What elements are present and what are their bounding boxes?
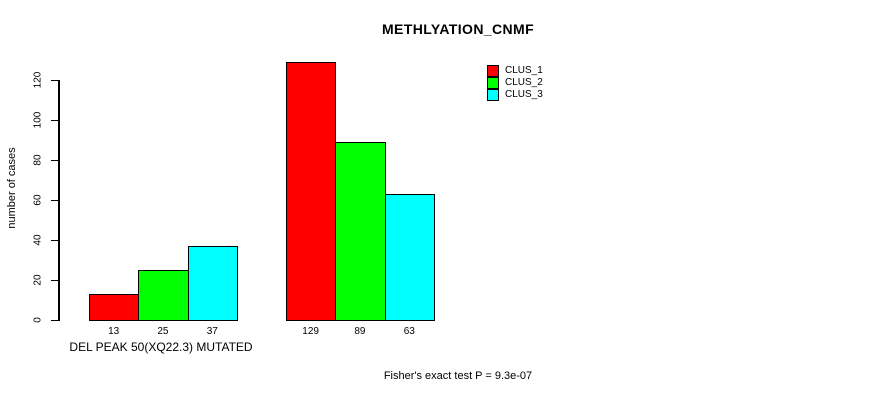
legend-label: CLUS_1 — [505, 65, 543, 76]
bar-value-label: 25 — [157, 326, 169, 337]
y-tick — [51, 279, 58, 281]
legend-swatch-icon — [487, 65, 499, 77]
legend: CLUS_1 CLUS_2 CLUS_3 — [487, 65, 543, 101]
y-tick-label: 20 — [32, 274, 44, 286]
bar-value-label: 89 — [354, 326, 366, 337]
y-tick-label: 80 — [32, 154, 44, 166]
legend-item-clus_1: CLUS_1 — [487, 65, 543, 77]
bar-clus_3-group2 — [384, 194, 435, 321]
bar-value-label: 63 — [403, 326, 415, 337]
bar-clus_3-group1 — [187, 246, 238, 321]
y-tick-label: 100 — [32, 111, 44, 129]
bar-clus_1-group1 — [89, 294, 140, 321]
y-axis-label: number of cases — [6, 147, 18, 229]
legend-label: CLUS_2 — [505, 77, 543, 88]
bar-clus_2-group2 — [335, 142, 386, 321]
y-tick — [51, 119, 58, 121]
y-tick — [51, 319, 58, 321]
legend-item-clus_3: CLUS_3 — [487, 89, 543, 101]
legend-swatch-icon — [487, 89, 499, 101]
y-axis-line — [58, 80, 60, 321]
y-tick-label: 60 — [32, 194, 44, 206]
legend-item-clus_2: CLUS_2 — [487, 77, 543, 89]
y-tick-label: 120 — [32, 71, 44, 89]
legend-label: CLUS_3 — [505, 89, 543, 100]
x-axis-category-label: DEL PEAK 50(XQ22.3) MUTATED — [69, 340, 253, 354]
bar-clus_1-group2 — [286, 62, 337, 321]
bar-value-label: 37 — [206, 326, 218, 337]
y-tick — [51, 159, 58, 161]
y-tick — [51, 199, 58, 201]
bar-value-label: 129 — [302, 326, 319, 337]
fisher-test-annotation: Fisher's exact test P = 9.3e-07 — [383, 370, 533, 382]
bar-clus_2-group1 — [138, 270, 189, 321]
legend-swatch-icon — [487, 77, 499, 89]
bar-value-label: 13 — [108, 326, 120, 337]
y-tick-label: 40 — [32, 234, 44, 246]
y-tick — [51, 239, 58, 241]
y-tick — [51, 79, 58, 81]
chart-title: METHLYATION_CNMF — [381, 21, 535, 37]
y-tick-label: 0 — [32, 317, 44, 323]
